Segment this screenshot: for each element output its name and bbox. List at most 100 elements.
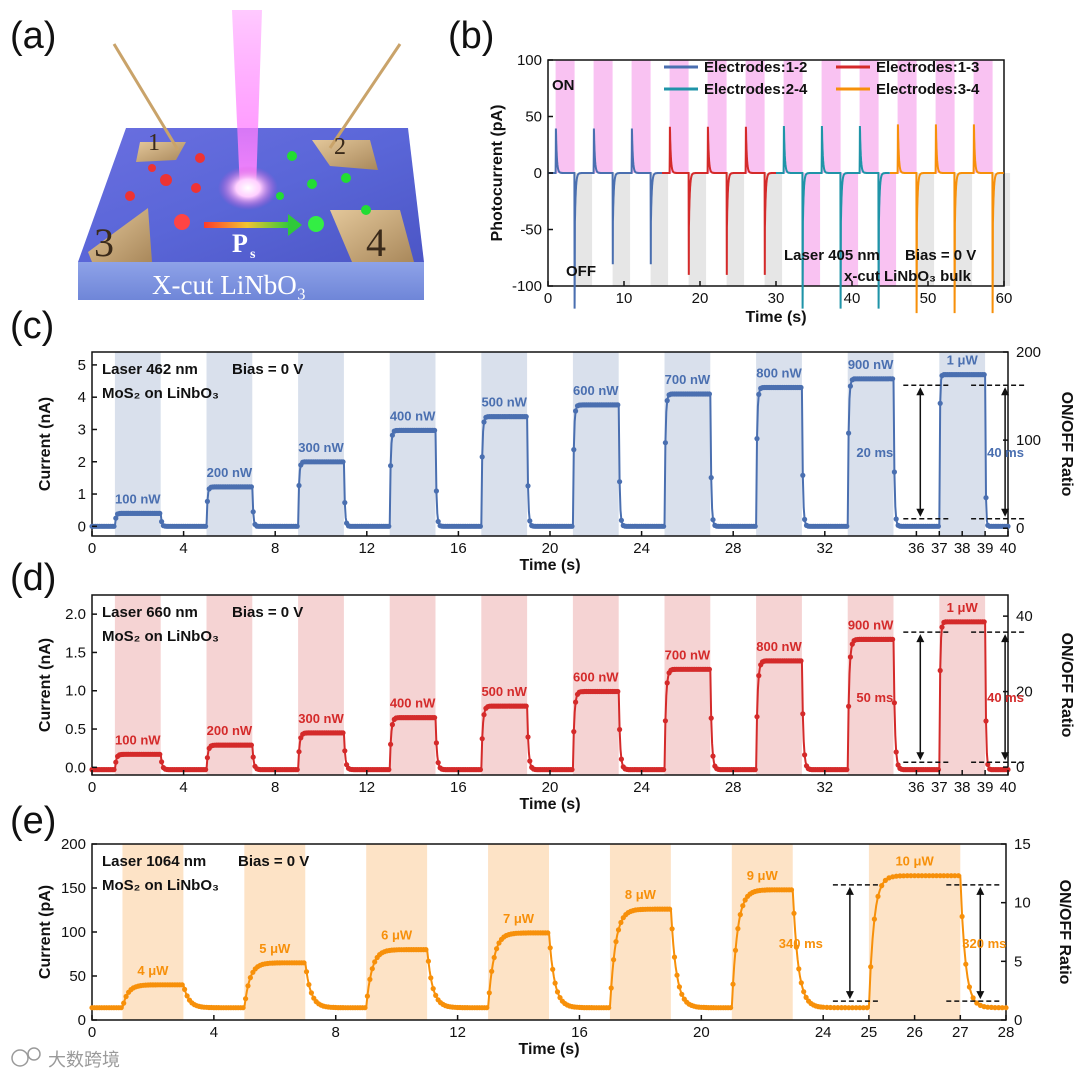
off-shade-b (574, 173, 593, 286)
x-tick-label-d: 0 (88, 779, 96, 796)
pulse-shade-d (847, 595, 894, 775)
data-point-e (793, 944, 800, 950)
x-tick-label-b: 20 (692, 290, 709, 307)
data-point-e (930, 873, 936, 879)
x-tick-label-c: 16 (450, 540, 467, 557)
data-point-e (182, 986, 188, 993)
data-point-c (481, 419, 487, 425)
x-tick-label-d: 4 (179, 779, 187, 796)
x-tick-label-c: 28 (725, 540, 742, 557)
on-shade-b (745, 60, 765, 173)
power-label-e: 10 μW (895, 854, 934, 869)
power-label-e: 6 μW (381, 928, 413, 943)
data-point-d (433, 740, 439, 746)
data-point-e (959, 913, 965, 920)
power-label-d: 400 nW (390, 696, 436, 711)
x-axis-label-c: Time (s) (519, 557, 580, 574)
data-point-d (937, 667, 943, 674)
annotation-sample-e: MoS₂ on LiNbO₃ (102, 877, 219, 894)
data-point-e (915, 873, 921, 879)
data-point-e (732, 947, 739, 953)
power-label-e: 5 μW (259, 941, 291, 956)
x-tick-label-c: 20 (542, 540, 559, 557)
data-point-e (999, 1005, 1005, 1011)
data-point-e (123, 993, 129, 1000)
data-point-c (710, 517, 716, 523)
pulse-shade-d (572, 595, 619, 775)
electron-carriers (276, 151, 371, 232)
data-point-e (728, 1005, 734, 1011)
y-axis-label-d: Current (nA) (37, 638, 54, 732)
data-point-c (250, 509, 256, 515)
data-point-e (1003, 1005, 1009, 1011)
data-point-d (204, 755, 210, 761)
on-shade-b (859, 60, 879, 173)
data-point-c (708, 475, 714, 481)
arrow-head-down-e (845, 991, 854, 1000)
data-point-e (923, 873, 929, 879)
data-point-c (479, 454, 485, 460)
off-shade-b (878, 173, 897, 286)
off-shade-b (840, 173, 859, 286)
data-point-d (800, 711, 806, 717)
data-point-e (937, 873, 943, 879)
data-point-e (742, 897, 748, 903)
x-tick-label-c: 4 (179, 540, 187, 557)
on-shade-b (935, 60, 955, 173)
x-tick-label-c: 40 (1000, 540, 1017, 557)
data-point-d (342, 748, 348, 754)
data-point-c (204, 498, 210, 504)
chart-d: 100 nW 200 nW 300 nW 400 nW 500 nW 600 nW 700 … (37, 594, 1075, 813)
data-point-d (802, 752, 808, 758)
data-point-e (985, 1004, 991, 1010)
data-point-e (489, 968, 495, 974)
data-point-d (847, 654, 854, 660)
data-point-e (871, 916, 878, 922)
pulse-shade-c (389, 352, 436, 536)
data-point-e (798, 980, 804, 986)
series-line-1 (548, 128, 662, 309)
arrow-head-up-d (916, 634, 925, 643)
y-axis-label-e: Current (pA) (37, 885, 54, 979)
pulse-shade-d (389, 595, 436, 775)
power-label-c: 800 nW (756, 366, 802, 381)
electrode-1 (136, 142, 186, 162)
data-point-d (617, 726, 623, 733)
data-point-e (362, 1005, 368, 1011)
x-tick-label-e: 0 (88, 1024, 96, 1041)
data-point-e (730, 981, 736, 987)
arrow-head-up-c (1001, 387, 1010, 396)
data-point-e (433, 992, 439, 999)
pulse-shade-d (114, 595, 161, 775)
data-point-e (849, 1005, 856, 1011)
x-tick-label-e: 24 (815, 1024, 832, 1041)
data-point-e (554, 989, 561, 995)
y2-axis-label-e: ON/OFF Ratio (1056, 880, 1073, 985)
data-point-d (844, 767, 850, 773)
data-point-e (803, 994, 809, 1001)
data-point-e (740, 903, 746, 909)
y-tick-label-d: 1.0 (65, 683, 86, 700)
data-point-e (676, 984, 683, 990)
laser-beam (232, 10, 262, 190)
arrow-head-up-e (845, 886, 854, 895)
data-point-e (827, 1004, 834, 1011)
y-tick-label-e: 150 (61, 880, 86, 897)
arrow-head-down-d (1001, 752, 1010, 761)
data-point-e (430, 986, 436, 992)
data-point-e (853, 1005, 859, 1011)
x-tick-label-c: 12 (358, 540, 375, 557)
data-point-e (955, 873, 962, 879)
power-label-e: 4 μW (137, 963, 169, 978)
data-point-e (606, 1005, 612, 1011)
on-shade-b (555, 60, 575, 173)
data-point-e (868, 964, 874, 970)
panel-label-a: (a) (10, 15, 56, 57)
off-shade-b (612, 173, 631, 286)
pulse-shade-c (114, 352, 161, 536)
electrode-label-2: 2 (334, 134, 346, 160)
arrow-head-up-d (1001, 634, 1010, 643)
power-label-c: 200 nW (207, 465, 253, 480)
data-point-c (706, 391, 713, 397)
chart-c: 100 nW 200 nW 300 nW 400 nW 500 nW 600 nW 700 … (37, 344, 1075, 574)
